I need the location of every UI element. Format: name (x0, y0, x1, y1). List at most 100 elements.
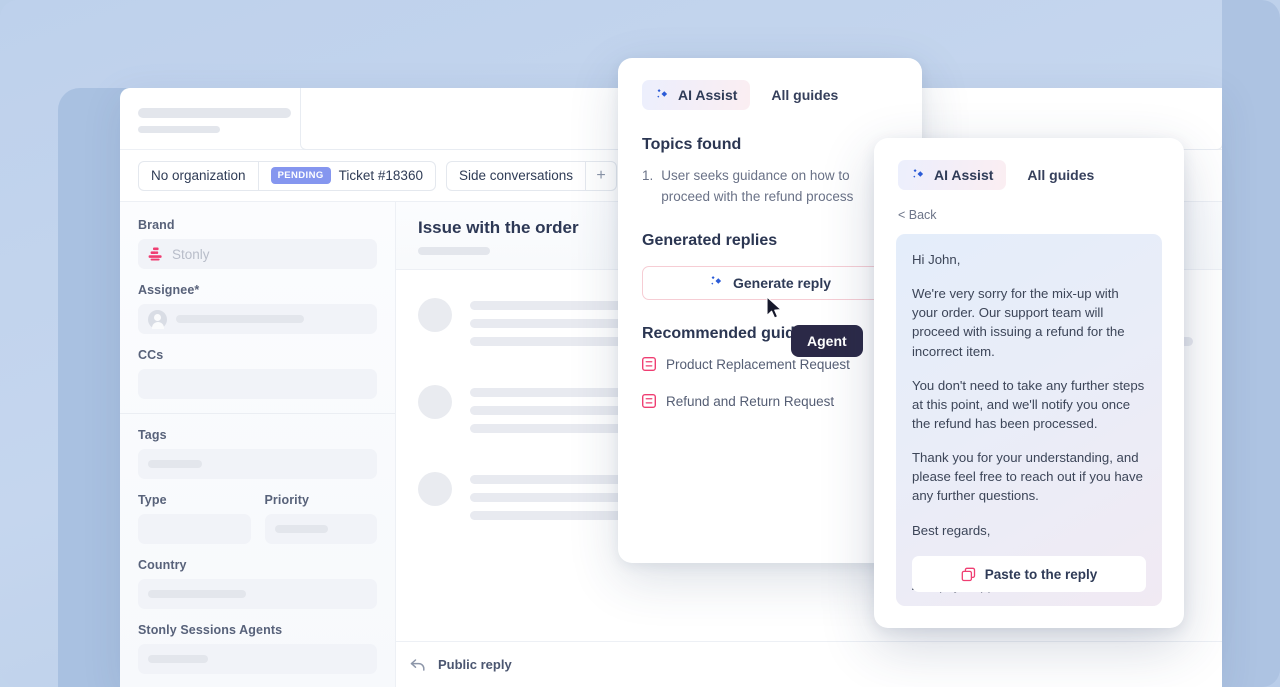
ticket-properties-panel: Brand Stonly Assignee* (120, 202, 396, 687)
topic-text: User seeks guidance on how to proceed wi… (661, 168, 854, 204)
tab-all-guides-label: All guides (1027, 167, 1095, 183)
assignee-value-placeholder (176, 315, 304, 323)
page-title: Issue with the order (418, 218, 579, 237)
priority-value-placeholder (274, 525, 328, 533)
field-priority-label: Priority (264, 493, 310, 507)
field-stonly-sessions-agents-input[interactable] (138, 644, 377, 674)
reply-card-tabs: AI Assist All guides (874, 138, 1184, 190)
field-country-input[interactable] (138, 579, 377, 609)
field-type-label: Type (138, 493, 167, 507)
field-type: Type (138, 493, 251, 544)
sparkle-icon (657, 88, 668, 98)
paste-to-reply-button[interactable]: Paste to the reply (912, 556, 1146, 592)
chip-organization[interactable]: No organization (139, 161, 259, 190)
field-ccs: CCs (138, 348, 377, 399)
generated-reply-text: Hi John, We're very sorry for the mix-up… (896, 234, 1162, 606)
field-stonly-sessions-agents: Stonly Sessions Agents (138, 623, 377, 674)
tab-ai-assist-label: AI Assist (678, 87, 738, 103)
reply-greeting: Hi John, (912, 252, 961, 267)
field-ccs-input[interactable] (138, 369, 377, 399)
country-value-placeholder (148, 590, 246, 598)
paste-to-reply-label: Paste to the reply (984, 566, 1098, 582)
sparkle-icon (913, 168, 924, 178)
ai-assist-tabs: AI Assist All guides (618, 58, 922, 110)
back-link[interactable]: < Back (874, 208, 1184, 222)
guide-label: Refund and Return Request (666, 393, 835, 409)
conversation-subtitle-skeleton (418, 247, 490, 255)
field-type-input[interactable] (138, 514, 251, 544)
field-brand-label: Brand (138, 218, 175, 232)
field-tags-input[interactable] (138, 449, 377, 479)
message-avatar (418, 298, 452, 332)
field-assignee-input[interactable] (138, 304, 377, 334)
status-badge: PENDING (270, 167, 331, 184)
topic-number: 1. (642, 168, 654, 183)
field-brand: Brand Stonly (138, 218, 377, 269)
reply-paragraph-1: We're very sorry for the mix-up with you… (912, 286, 1125, 359)
tab-all-guides[interactable]: All guides (1014, 160, 1107, 190)
tab-ai-assist[interactable]: AI Assist (898, 160, 1007, 190)
ai-assist-card: AI Assist All guides Topics found 1. Use… (618, 58, 922, 563)
list-item[interactable]: Product Replacement Request (642, 357, 898, 372)
reply-preview-card: AI Assist All guides < Back Hi John, We'… (874, 138, 1184, 628)
assignee-avatar-icon (148, 309, 167, 329)
field-country: Country (138, 558, 377, 609)
chip-ticket-number: Ticket #18360 (338, 168, 423, 183)
topics-list: 1. User seeks guidance on how to proceed… (618, 166, 922, 208)
add-side-conversation-button[interactable]: + (596, 166, 606, 184)
agent-tooltip: Agent (791, 325, 863, 357)
topics-found-heading: Topics found (642, 136, 742, 153)
sessions-agents-value-placeholder (148, 655, 208, 663)
field-tags-label: Tags (138, 428, 167, 442)
field-country-label: Country (138, 558, 187, 572)
sparkle-icon (711, 276, 722, 285)
tab-all-guides[interactable]: All guides (758, 80, 851, 110)
reply-paragraph-2: You don't need to take any further steps… (912, 377, 1145, 431)
guide-icon (642, 394, 656, 409)
tags-value-placeholder (148, 460, 202, 468)
reply-paragraph-3: Thank you for your understanding, and pl… (912, 450, 1143, 504)
back-link-label: < Back (898, 208, 937, 222)
field-ccs-label: CCs (138, 348, 164, 362)
recommended-guides-heading: Recommended guides (642, 324, 813, 342)
list-item[interactable]: Refund and Return Request (642, 394, 898, 409)
side-conversations-group: Side conversations + (445, 160, 618, 191)
tab-ai-assist[interactable]: AI Assist (642, 80, 751, 110)
reply-signoff: Best regards, (912, 522, 991, 538)
reply-arrow-icon (410, 658, 425, 671)
header-skeleton-line-1 (138, 108, 291, 118)
field-assignee-label: Assignee* (138, 283, 200, 297)
copy-icon (961, 567, 975, 581)
field-brand-input[interactable]: Stonly (138, 239, 377, 269)
field-priority: Priority (264, 493, 377, 544)
generate-reply-button[interactable]: Generate reply (642, 265, 898, 300)
field-stonly-sessions-agents-label: Stonly Sessions Agents (138, 623, 283, 637)
message-avatar (418, 385, 452, 419)
chip-ticket[interactable]: PENDING Ticket #18360 (259, 162, 435, 190)
guide-label: Product Replacement Request (666, 356, 850, 372)
field-assignee: Assignee* (138, 283, 377, 334)
header-skeleton-line-2 (138, 126, 220, 133)
generated-replies-heading: Generated replies (642, 231, 778, 249)
stonly-logo-icon (148, 247, 162, 261)
field-brand-value: Stonly (172, 246, 210, 262)
chip-side-conversations-label: Side conversations (458, 168, 574, 183)
field-row-type-priority: Type Priority (138, 493, 377, 558)
field-priority-input[interactable] (264, 514, 377, 544)
chip-organization-label: No organization (151, 168, 246, 183)
guide-icon (642, 357, 656, 372)
background-panel-right (1222, 0, 1280, 687)
ticket-chip-group: No organization PENDING Ticket #18360 (138, 160, 436, 191)
public-reply-label: Public reply (438, 657, 512, 672)
generate-reply-label: Generate reply (732, 274, 832, 291)
field-tags: Tags (138, 428, 377, 479)
tab-all-guides-label: All guides (771, 87, 839, 103)
recommended-guides-list: Product Replacement Request Refund and R… (618, 357, 922, 409)
public-reply-bar[interactable]: Public reply (396, 641, 1222, 687)
chip-side-conversations[interactable]: Side conversations (447, 161, 587, 190)
properties-divider (120, 413, 395, 414)
mouse-cursor (766, 296, 782, 319)
list-item: 1. User seeks guidance on how to proceed… (642, 166, 898, 208)
message-avatar (418, 472, 452, 506)
